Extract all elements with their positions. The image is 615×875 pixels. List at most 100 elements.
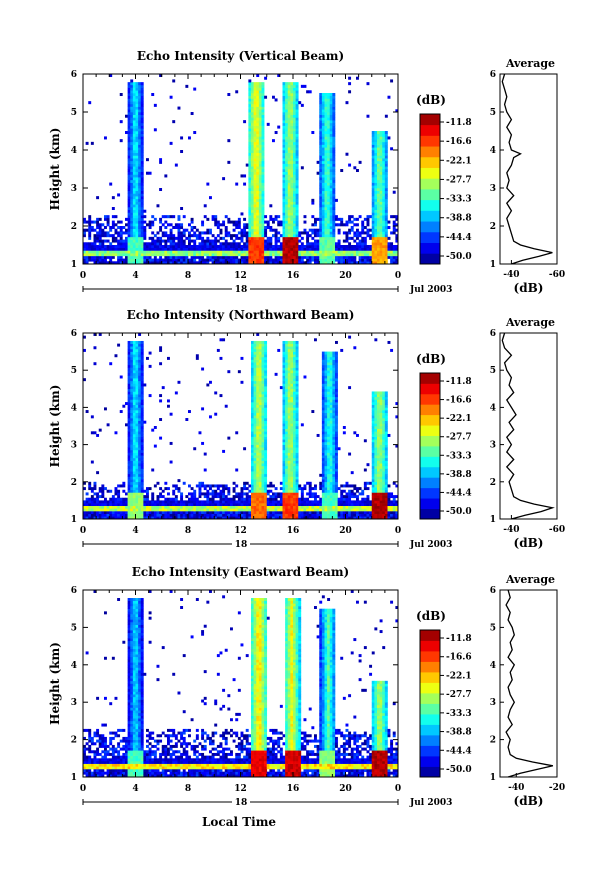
- heatmap-cell: [232, 228, 236, 232]
- heatmap-cell: [251, 388, 254, 392]
- heatmap-cell: [282, 362, 286, 366]
- heatmap-cell: [216, 492, 220, 496]
- heatmap-cell: [146, 513, 149, 517]
- heatmap-cell: [277, 236, 281, 240]
- heatmap-cell: [206, 489, 210, 493]
- heatmap-cell: [258, 212, 262, 216]
- heatmap-cell: [146, 511, 149, 514]
- heatmap-cell: [256, 226, 260, 230]
- heatmap-cell: [321, 245, 325, 249]
- heatmap-cell: [319, 131, 323, 135]
- heatmap-cell: [125, 255, 128, 259]
- heatmap-cell: [172, 250, 176, 254]
- heatmap-cell: [329, 166, 333, 170]
- heatmap-cell: [253, 198, 257, 202]
- heatmap-cell: [256, 346, 260, 350]
- heatmap-cell: [93, 220, 97, 224]
- heatmap-cell: [243, 481, 247, 485]
- heatmap-cell: [327, 261, 331, 265]
- heatmap-cell: [140, 261, 144, 265]
- heatmap-cell: [261, 155, 265, 159]
- average-title: Average: [505, 57, 555, 70]
- heatmap-cell: [135, 455, 139, 459]
- heatmap-cell: [285, 500, 289, 504]
- heatmap-cell: [287, 372, 291, 376]
- heatmap-cell: [253, 386, 257, 390]
- heatmap-cell: [132, 441, 136, 445]
- heatmap-cell: [295, 131, 299, 135]
- heatmap-cell: [172, 234, 176, 238]
- heatmap-cell: [117, 497, 121, 501]
- heatmap-cell: [285, 380, 289, 384]
- heatmap-cell: [371, 258, 375, 262]
- heatmap-cell: [264, 372, 268, 376]
- heatmap-cell: [382, 185, 386, 189]
- heatmap-cell: [130, 452, 134, 456]
- heatmap-cell: [253, 495, 257, 499]
- heatmap-cell: [224, 516, 228, 520]
- heatmap-cell: [240, 236, 244, 240]
- heatmap-cell: [251, 404, 254, 408]
- heatmap-cell: [251, 234, 254, 238]
- heatmap-cell: [340, 258, 344, 262]
- heatmap-cell: [127, 348, 131, 352]
- heatmap-cell: [127, 500, 131, 504]
- heatmap-cell: [130, 388, 134, 392]
- heatmap-cell: [277, 255, 281, 259]
- heatmap-cell: [258, 455, 262, 459]
- heatmap-cell: [327, 152, 331, 156]
- heatmap-cell: [222, 177, 226, 181]
- heatmap-cell: [138, 255, 142, 259]
- heatmap-cell: [282, 351, 286, 355]
- heatmap-cell: [282, 236, 286, 240]
- heatmap-cell: [211, 489, 215, 493]
- heatmap-cell: [274, 242, 278, 246]
- heatmap-cell: [140, 174, 144, 178]
- heatmap-cell: [282, 128, 286, 132]
- heatmap-cell: [156, 239, 160, 243]
- heatmap-cell: [251, 93, 254, 97]
- heatmap-cell: [143, 500, 147, 504]
- heatmap-cell: [321, 204, 325, 208]
- heatmap-cell: [285, 98, 289, 102]
- heatmap-cell: [324, 201, 328, 205]
- heatmap-cell: [140, 155, 144, 159]
- heatmap-cell: [132, 185, 136, 189]
- heatmap-cell: [258, 103, 262, 107]
- heatmap-cell: [379, 201, 383, 205]
- y-axis-label: Height (km): [48, 128, 62, 211]
- heatmap-cell: [264, 457, 268, 461]
- heatmap-cell: [287, 503, 291, 507]
- heatmap-cell: [237, 370, 241, 374]
- heatmap-cell: [206, 511, 210, 514]
- heatmap-cell: [138, 463, 142, 467]
- heatmap-cell: [374, 133, 378, 137]
- heatmap-cell: [251, 250, 254, 254]
- heatmap-cell: [319, 136, 323, 140]
- heatmap-cell: [290, 258, 294, 262]
- heatmap-cell: [135, 418, 139, 421]
- heatmap-cell: [211, 513, 215, 517]
- heatmap-cell: [329, 188, 333, 192]
- heatmap-cell: [253, 340, 257, 344]
- heatmap-cell: [114, 261, 118, 265]
- heatmap-cell: [130, 190, 134, 194]
- heatmap-cell: [258, 396, 262, 400]
- heatmap-cell: [287, 250, 291, 254]
- heatmap-cell: [256, 234, 260, 238]
- heatmap-cell: [227, 258, 231, 262]
- heatmap-cell: [93, 250, 97, 254]
- heatmap-cell: [114, 487, 118, 491]
- heatmap-cell: [111, 226, 115, 230]
- heatmap-cell: [251, 112, 254, 116]
- heatmap-cell: [379, 190, 383, 194]
- heatmap-cell: [90, 228, 94, 232]
- heatmap-cell: [164, 220, 168, 224]
- heatmap-cell: [135, 404, 139, 408]
- heatmap-cell: [93, 258, 97, 262]
- heatmap-cell: [287, 122, 291, 126]
- heatmap-cell: [332, 226, 336, 230]
- heatmap-cell: [248, 261, 252, 265]
- heatmap-cell: [377, 255, 380, 259]
- heatmap-cell: [279, 386, 283, 390]
